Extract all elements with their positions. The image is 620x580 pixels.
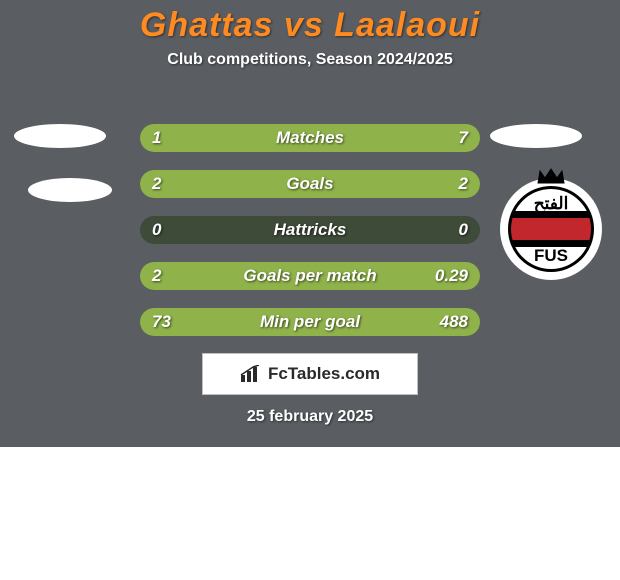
club-text-arabic: الفتح [511, 194, 591, 214]
stat-label: Min per goal [140, 308, 480, 336]
stat-row: 17Matches [140, 124, 480, 152]
brand-text: FcTables.com [268, 364, 380, 384]
stats-chart: 17Matches 22Goals 00Hattricks 20.29Goals pe… [140, 124, 480, 354]
stat-label: Goals per match [140, 262, 480, 290]
club-logo-inner: الفتح FUS [508, 186, 594, 272]
page-title: Ghattas vs Laalaoui [0, 0, 620, 45]
stat-label: Matches [140, 124, 480, 152]
bar-chart-icon [240, 365, 262, 383]
subtitle: Club competitions, Season 2024/2025 [0, 51, 620, 69]
stat-row: 20.29Goals per match [140, 262, 480, 290]
stat-row: 22Goals [140, 170, 480, 198]
brand-badge: FcTables.com [202, 353, 418, 395]
date-text: 25 february 2025 [0, 408, 620, 426]
crown-icon [536, 167, 566, 185]
player-right-marker [490, 124, 582, 148]
comparison-card: Ghattas vs Laalaoui Club competitions, S… [0, 0, 620, 447]
club-stripe-mid [511, 218, 591, 240]
club-text-latin: FUS [511, 246, 591, 266]
stat-label: Goals [140, 170, 480, 198]
club-logo-right: الفتح FUS [500, 178, 602, 280]
player-left-marker-2 [28, 178, 112, 202]
stat-row: 73488Min per goal [140, 308, 480, 336]
stat-label: Hattricks [140, 216, 480, 244]
stat-row: 00Hattricks [140, 216, 480, 244]
player-left-marker-1 [14, 124, 106, 148]
